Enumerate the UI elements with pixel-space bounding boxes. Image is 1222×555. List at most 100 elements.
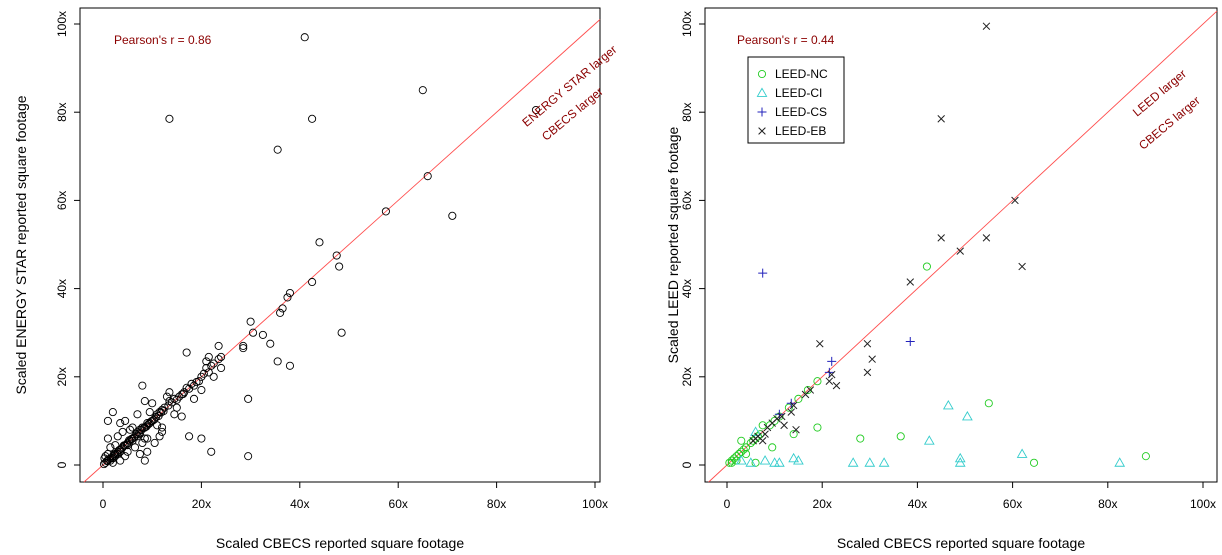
legend: LEED-NC LEED-CI LEED-CS LEED-EB	[747, 56, 845, 144]
data-point	[300, 33, 309, 42]
data-point	[825, 377, 834, 385]
data-point	[962, 410, 973, 421]
data-point	[954, 452, 966, 463]
data-point	[749, 436, 757, 445]
data-point	[135, 430, 144, 439]
data-point	[189, 394, 199, 403]
data-point	[135, 449, 144, 459]
y-tick-label: 60x	[55, 191, 69, 210]
data-point	[448, 211, 457, 220]
data-point	[157, 423, 167, 432]
data-point	[244, 452, 253, 461]
data-point	[765, 421, 774, 430]
x-axis-title: Scaled CBECS reported square footage	[837, 535, 1085, 551]
data-point	[153, 421, 162, 430]
data-point	[789, 401, 798, 410]
data-point	[794, 394, 803, 403]
x-tick-label: 80x	[487, 497, 506, 511]
data-point	[784, 403, 793, 412]
pearson-annotation: Pearson's r = 0.86	[114, 33, 212, 47]
data-point	[99, 460, 109, 469]
data-point	[130, 443, 140, 452]
data-point	[746, 438, 755, 448]
y-tick-label: 100x	[680, 11, 694, 37]
x-tick-label: 100x	[1190, 497, 1216, 511]
data-point	[1114, 457, 1126, 467]
data-point	[167, 398, 176, 407]
data-point	[308, 114, 317, 123]
reference-line	[83, 19, 601, 483]
data-point	[138, 438, 147, 448]
plot-frame	[704, 7, 1218, 483]
data-point	[737, 436, 746, 445]
data-point	[144, 419, 153, 429]
data-point	[788, 452, 800, 463]
data-point	[749, 436, 758, 445]
data-point	[285, 361, 295, 370]
data-point	[792, 425, 800, 434]
data-point	[332, 251, 341, 260]
data-point	[145, 408, 154, 417]
data-point	[140, 397, 149, 406]
x-ticks: 0 20x 40x 60x 80x 100x	[724, 482, 1216, 511]
data-point	[315, 238, 324, 247]
data-point	[143, 447, 152, 456]
data-point	[197, 434, 206, 443]
x-tick-label: 20x	[192, 497, 211, 511]
data-point	[1029, 458, 1039, 467]
data-point	[128, 423, 137, 432]
data-point	[984, 399, 993, 408]
data-point	[531, 105, 541, 115]
data-point	[418, 86, 427, 95]
data-point	[106, 443, 115, 452]
data-point	[777, 412, 786, 421]
y-axis-title: Scaled LEED reported square footage	[665, 126, 681, 363]
data-point	[758, 127, 766, 135]
data-point	[937, 115, 945, 123]
data-point	[308, 277, 317, 287]
data-point	[214, 341, 223, 350]
data-point	[108, 408, 117, 417]
data-point	[170, 410, 179, 419]
data-point	[982, 22, 991, 30]
data-point	[249, 328, 258, 337]
data-point	[273, 145, 282, 154]
data-point	[727, 456, 736, 465]
data-point	[896, 432, 905, 441]
data-point	[335, 262, 344, 271]
data-point	[202, 357, 211, 366]
data-point	[204, 368, 213, 377]
data-point	[827, 356, 837, 366]
x-tick-label: 0	[724, 497, 731, 511]
data-point	[954, 457, 966, 467]
data-point	[956, 247, 964, 255]
data-point	[126, 425, 135, 434]
data-point	[187, 379, 196, 388]
y-axis-title: Scaled ENERGY STAR reported square foota…	[13, 95, 29, 394]
x-tick-label: 0	[100, 497, 107, 511]
data-point	[273, 357, 282, 366]
data-point	[741, 449, 751, 459]
data-point	[177, 412, 186, 421]
legend-item: LEED-CS	[757, 105, 827, 119]
data-point	[793, 455, 804, 465]
data-point	[143, 434, 152, 443]
data-point	[116, 419, 125, 428]
y-tick-label: 80x	[55, 103, 69, 122]
data-point	[113, 432, 122, 441]
data-point	[735, 455, 747, 465]
data-point	[140, 456, 149, 465]
data-point	[103, 434, 112, 443]
x-tick-label: 40x	[908, 497, 927, 511]
data-point	[878, 457, 890, 467]
data-point	[1141, 452, 1150, 461]
legend-label: LEED-EB	[775, 124, 826, 138]
data-point	[276, 308, 285, 317]
data-point	[133, 410, 142, 419]
data-point	[827, 370, 836, 379]
data-point	[923, 435, 935, 445]
data-point	[773, 457, 785, 467]
data-point	[423, 172, 432, 181]
data-point	[148, 399, 157, 408]
